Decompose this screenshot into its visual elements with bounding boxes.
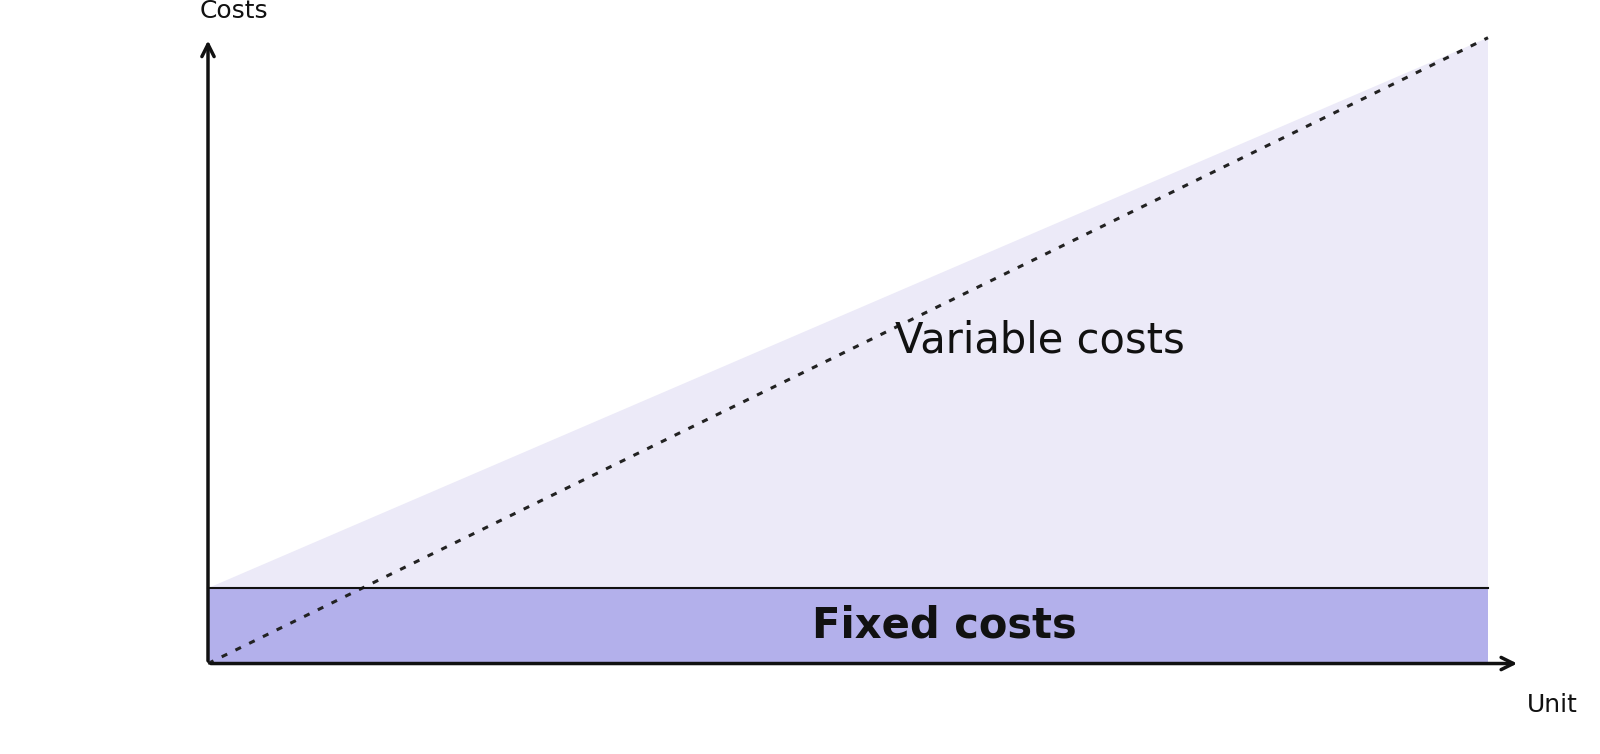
Text: Unit: Unit [1526,693,1578,717]
Polygon shape [208,588,1488,664]
Polygon shape [208,38,1488,588]
Text: Variable costs: Variable costs [894,320,1186,361]
Text: Costs: Costs [200,0,269,23]
Text: Fixed costs: Fixed costs [811,605,1077,647]
